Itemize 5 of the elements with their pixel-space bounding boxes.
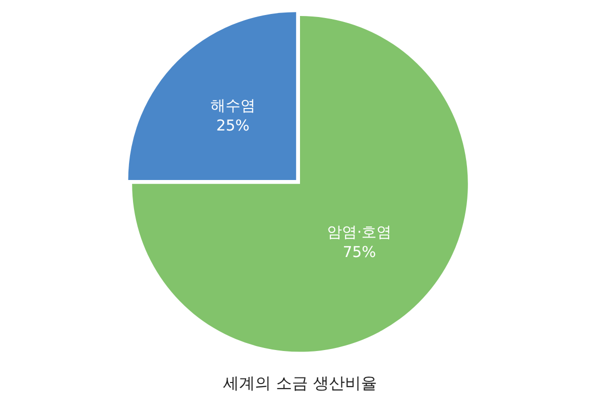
slice-label: 해수염 bbox=[210, 96, 256, 115]
data-label: 25% bbox=[216, 116, 250, 135]
data-label: 75% bbox=[342, 243, 376, 262]
text: 세계의 소금 생산비율 bbox=[222, 374, 378, 393]
slice-label: 암염·호염 bbox=[326, 223, 392, 242]
